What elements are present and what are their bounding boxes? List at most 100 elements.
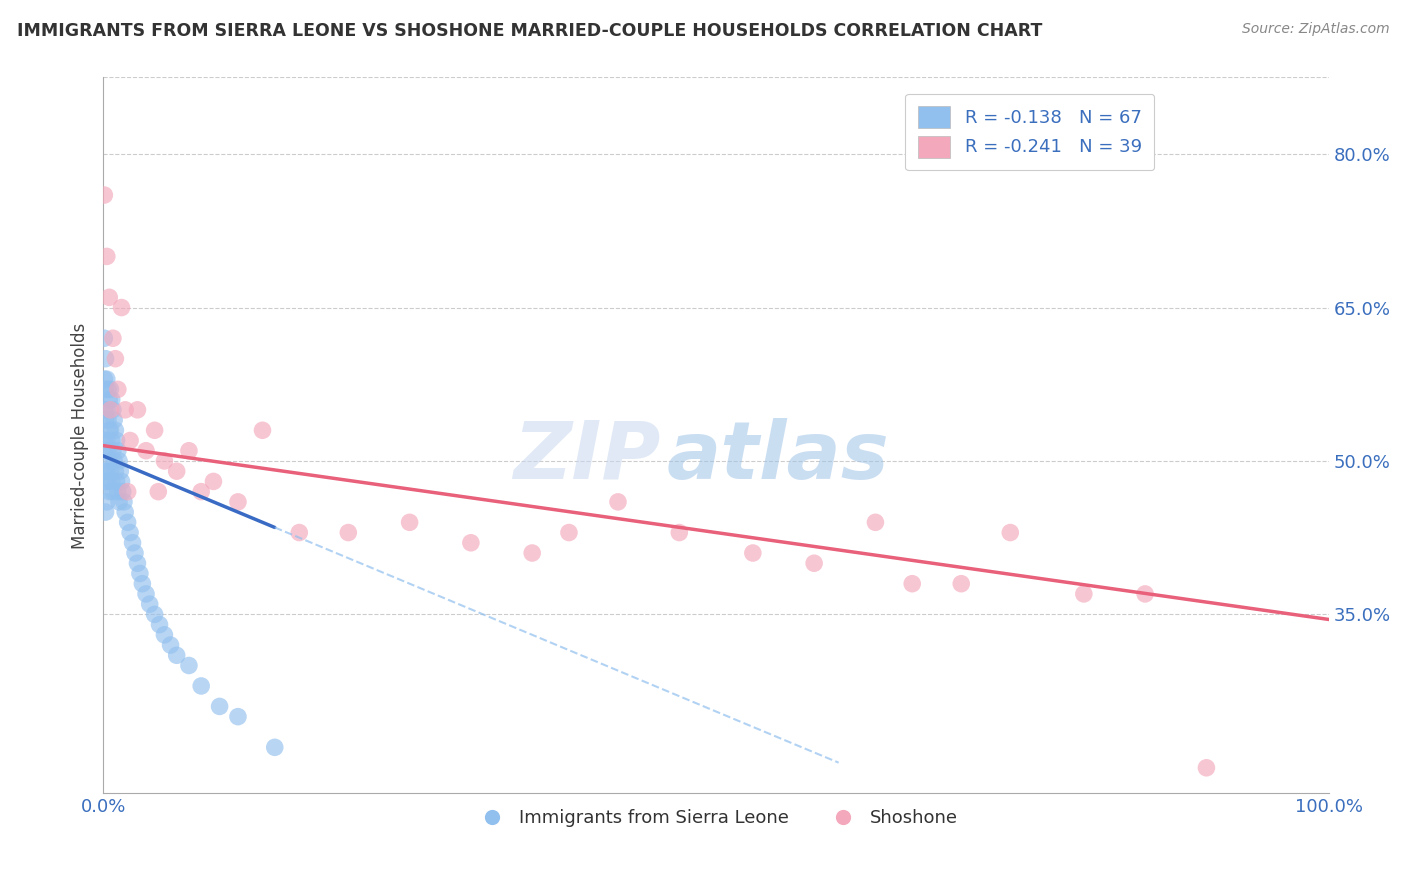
Point [202,475,225,489]
Legend: Immigrants from Sierra Leone, Shoshone: Immigrants from Sierra Leone, Shoshone [467,802,966,834]
Point [190,484,212,499]
Point [101,443,124,458]
Point [96,434,118,448]
Point [96,372,118,386]
Point [226,709,249,723]
Point [93,188,115,202]
Point [94,383,117,397]
Point [97,443,120,458]
Point [107,484,129,499]
Point [110,464,132,478]
Point [112,495,135,509]
Point [166,648,188,663]
Point [96,495,118,509]
Point [94,351,117,366]
Point [101,484,124,499]
Point [668,525,690,540]
Point [148,617,170,632]
Point [98,484,121,499]
Point [129,566,152,581]
Point [127,556,149,570]
Point [159,638,181,652]
Point [522,546,544,560]
Point [97,475,120,489]
Point [252,423,274,437]
Point [226,495,249,509]
Point [143,607,166,622]
Point [177,658,200,673]
Point [100,423,122,437]
Point [103,413,125,427]
Point [96,402,118,417]
Point [104,351,127,366]
Point [153,454,176,468]
Point [93,331,115,345]
Point [901,576,924,591]
Point [100,383,122,397]
Point [93,434,115,448]
Point [101,331,124,345]
Point [117,484,139,499]
Point [107,383,129,397]
Point [166,464,188,478]
Y-axis label: Married-couple Households: Married-couple Households [72,322,89,549]
Point [114,402,136,417]
Point [950,576,973,591]
Point [607,495,630,509]
Point [100,402,122,417]
Point [558,525,581,540]
Point [1195,761,1218,775]
Point [96,249,118,263]
Point [98,392,121,407]
Point [117,516,139,530]
Text: Source: ZipAtlas.com: Source: ZipAtlas.com [1241,22,1389,37]
Point [98,290,121,304]
Point [865,516,887,530]
Point [97,413,120,427]
Point [135,587,157,601]
Point [803,556,825,570]
Point [177,443,200,458]
Point [1133,587,1156,601]
Point [94,475,117,489]
Point [108,495,131,509]
Point [101,402,124,417]
Point [103,454,125,468]
Point [111,484,134,499]
Point [104,464,127,478]
Text: atlas: atlas [666,417,890,496]
Text: ZIP: ZIP [513,417,661,496]
Point [190,679,212,693]
Point [104,423,127,437]
Point [131,576,153,591]
Point [97,383,120,397]
Point [94,443,117,458]
Point [208,699,231,714]
Point [1000,525,1022,540]
Point [138,597,160,611]
Point [94,413,117,427]
Point [153,628,176,642]
Point [108,454,131,468]
Point [120,525,142,540]
Point [98,454,121,468]
Point [100,392,122,407]
Point [127,402,149,417]
Point [135,443,157,458]
Point [741,546,763,560]
Point [460,535,482,549]
Point [121,535,143,549]
Point [398,516,420,530]
Point [124,546,146,560]
Point [93,372,115,386]
Point [110,475,132,489]
Point [93,464,115,478]
Point [143,423,166,437]
Point [100,464,122,478]
Point [120,434,142,448]
Point [100,475,122,489]
Point [114,505,136,519]
Point [288,525,311,540]
Point [148,484,170,499]
Point [100,434,122,448]
